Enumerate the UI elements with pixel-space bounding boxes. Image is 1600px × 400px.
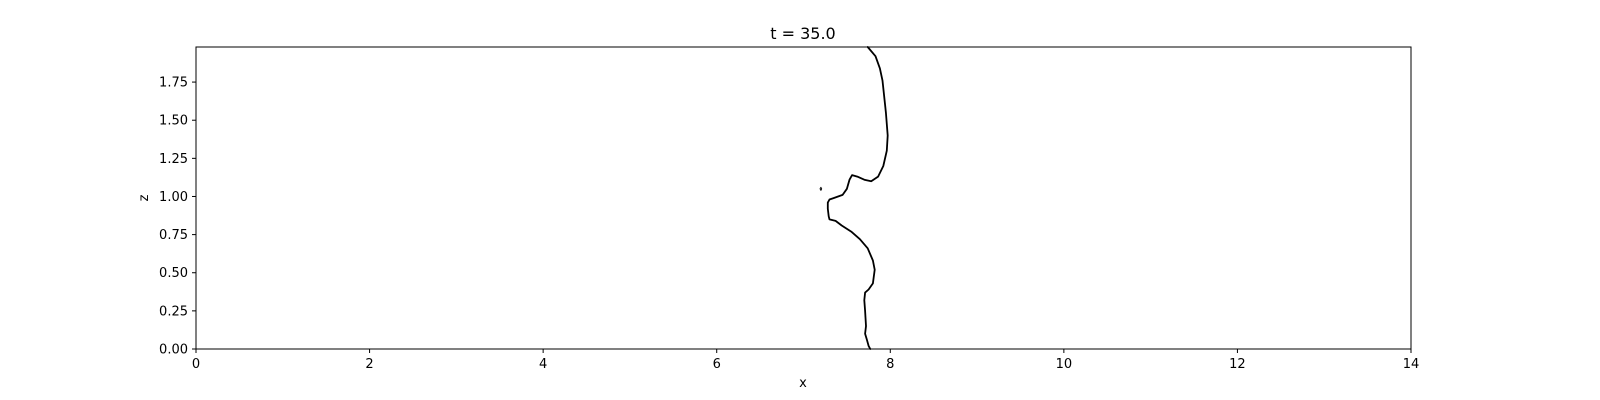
y-axis-label: z xyxy=(137,194,152,201)
y-tick-label: 1.00 xyxy=(159,190,188,205)
x-tick-label: 6 xyxy=(713,357,721,372)
contour-line-main xyxy=(826,46,889,350)
chart-title: t = 35.0 xyxy=(770,24,835,43)
y-tick-label: 1.25 xyxy=(159,152,188,167)
y-axis-ticks: 0.00 0.25 0.50 0.75 1.00 1.25 1.50 1.75 xyxy=(159,76,196,358)
x-tick-label: 2 xyxy=(365,357,373,372)
plot-area xyxy=(195,46,1412,350)
x-tick-label: 0 xyxy=(192,357,200,372)
x-axis-label: x xyxy=(799,376,807,391)
contour-line-small xyxy=(819,186,823,191)
x-tick-label: 8 xyxy=(886,357,894,372)
y-tick-label: 0.50 xyxy=(159,266,188,281)
axes-frame xyxy=(195,46,1412,350)
x-tick-label: 12 xyxy=(1229,357,1246,372)
x-tick-label: 10 xyxy=(1056,357,1073,372)
y-tick-label: 1.50 xyxy=(159,114,188,129)
x-tick-label: 14 xyxy=(1403,357,1420,372)
contour-layer xyxy=(819,46,889,350)
x-axis-ticks: 0 2 4 6 8 10 12 14 xyxy=(192,349,1419,372)
y-tick-label: 0.25 xyxy=(159,304,188,319)
x-tick-label: 4 xyxy=(539,357,547,372)
y-tick-label: 1.75 xyxy=(159,76,188,91)
y-tick-label: 0.00 xyxy=(159,343,188,358)
y-tick-label: 0.75 xyxy=(159,228,188,243)
